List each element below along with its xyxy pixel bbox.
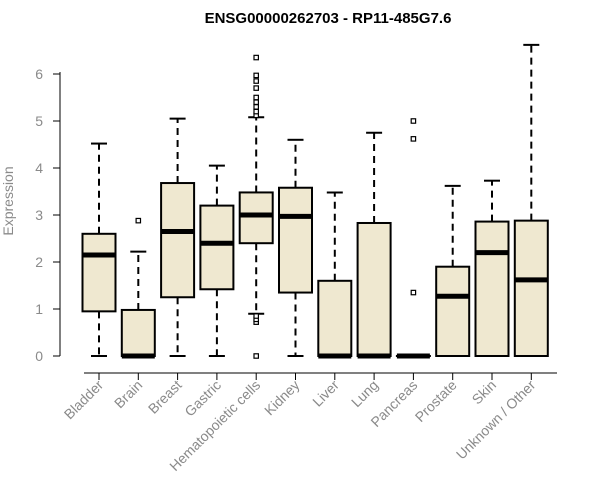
x-tick-label: Kidney xyxy=(261,377,303,419)
box-body xyxy=(160,182,196,299)
x-axis-ticks xyxy=(98,373,532,380)
outlier-point xyxy=(253,353,260,359)
box-kidney xyxy=(278,138,313,357)
box-body xyxy=(513,219,549,357)
box-body xyxy=(474,220,510,357)
y-tick-label: 2 xyxy=(35,254,43,270)
box-body xyxy=(238,191,274,245)
box-body xyxy=(435,265,471,358)
x-tick-label: Lung xyxy=(348,377,381,410)
box-body xyxy=(81,232,117,313)
x-tick-label: Liver xyxy=(309,377,342,410)
box-bladder xyxy=(81,142,117,357)
box-pancreas xyxy=(395,118,431,359)
box-body xyxy=(199,204,235,291)
box-series xyxy=(81,43,549,359)
x-tick-label: Breast xyxy=(145,377,185,417)
box-gastric xyxy=(199,164,235,357)
box-hematopoietic-cells xyxy=(238,54,274,359)
box-body xyxy=(317,279,353,357)
y-tick-label: 4 xyxy=(35,160,43,176)
outlier-point xyxy=(135,217,142,224)
x-tick-label: Skin xyxy=(469,377,500,408)
y-tick-label: 1 xyxy=(35,301,43,317)
y-axis-label: Expression xyxy=(0,166,16,235)
outlier-point xyxy=(253,72,260,79)
box-brain xyxy=(120,217,156,359)
y-tick-label: 0 xyxy=(35,348,43,364)
x-tick-label: Bladder xyxy=(61,377,107,423)
outlier-point xyxy=(253,108,260,115)
outlier-point xyxy=(253,85,260,91)
box-unknown-other xyxy=(513,43,549,357)
outlier-point xyxy=(253,54,260,61)
box-prostate xyxy=(435,184,471,358)
outlier-point xyxy=(410,118,417,124)
y-tick-label: 5 xyxy=(35,113,43,129)
y-tick-label: 3 xyxy=(35,207,43,223)
outlier-point xyxy=(253,78,260,84)
outlier-point xyxy=(253,104,260,110)
x-tick-label: Prostate xyxy=(412,377,460,425)
box-body xyxy=(356,221,392,357)
outlier-point xyxy=(410,136,417,142)
outlier-point xyxy=(253,94,260,101)
y-tick-label: 6 xyxy=(35,66,43,82)
box-body xyxy=(120,308,156,358)
outlier-point xyxy=(253,99,260,106)
box-skin xyxy=(474,179,510,357)
chart-title: ENSG00000262703 - RP11-485G7.6 xyxy=(205,10,452,27)
x-tick-label: Brain xyxy=(111,377,145,411)
y-axis-ticks: 0 1 2 3 4 5 6 xyxy=(35,66,60,364)
outlier-point xyxy=(410,289,417,296)
outlier-point xyxy=(253,313,260,319)
box-body xyxy=(278,186,313,294)
box-liver xyxy=(317,191,353,359)
box-breast xyxy=(160,117,196,357)
box-lung xyxy=(356,131,392,359)
